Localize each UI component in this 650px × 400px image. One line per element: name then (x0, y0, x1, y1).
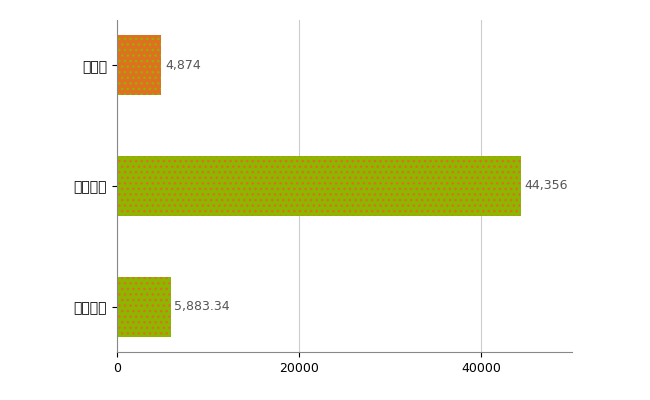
Bar (117, 156, 521, 216)
Bar (117, 35, 161, 96)
Text: 5,883.34: 5,883.34 (174, 300, 230, 313)
Text: 44,356: 44,356 (525, 180, 568, 192)
Bar (117, 276, 170, 337)
Bar (117, 276, 170, 337)
Bar (117, 35, 161, 96)
Text: 4,874: 4,874 (165, 59, 201, 72)
Bar (117, 156, 521, 216)
